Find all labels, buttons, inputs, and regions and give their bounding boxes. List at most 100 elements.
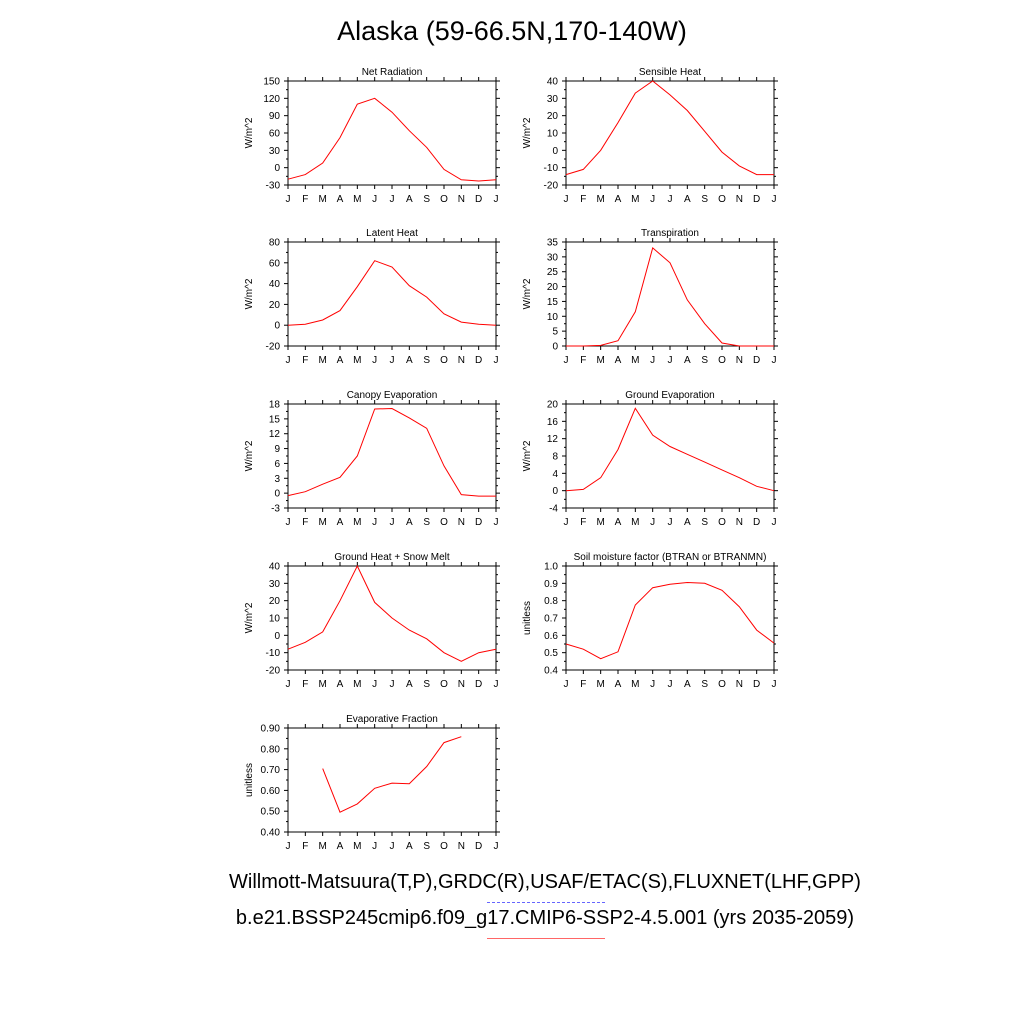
x-tick-label: A — [615, 679, 622, 690]
x-tick-label: J — [286, 194, 291, 205]
series-line — [565, 581, 775, 660]
plot-frame — [287, 80, 497, 186]
panel-title: Evaporative Fraction — [346, 714, 438, 725]
x-tick-label: M — [596, 355, 604, 366]
x-tick-label: J — [650, 679, 655, 690]
panel-title: Transpiration — [641, 228, 699, 239]
x-tick-label: M — [631, 679, 639, 690]
x-tick-label: O — [718, 194, 726, 205]
y-tick-label: 9 — [274, 444, 280, 455]
y-tick-label: 18 — [269, 400, 281, 411]
y-tick-label: 0.8 — [544, 596, 558, 607]
x-tick-label: M — [353, 517, 361, 528]
x-tick-label: M — [353, 355, 361, 366]
x-tick-label: M — [353, 679, 361, 690]
y-tick-label: 30 — [269, 579, 281, 590]
x-tick-label: A — [406, 841, 413, 852]
y-tick-label: 15 — [269, 414, 281, 425]
x-tick-label: F — [302, 517, 308, 528]
y-tick-label: 4 — [552, 469, 558, 480]
y-tick-label: 10 — [269, 614, 281, 625]
x-tick-label: A — [684, 679, 691, 690]
series-line — [565, 80, 774, 176]
x-tick-label: M — [353, 841, 361, 852]
y-tick-label: 0 — [552, 342, 558, 353]
x-tick-label: D — [475, 679, 482, 690]
y-tick-label: 0 — [274, 489, 280, 500]
x-tick-label: D — [475, 355, 482, 366]
x-tick-label: O — [718, 355, 726, 366]
y-tick-label: 0.90 — [261, 724, 281, 735]
y-tick-label: 90 — [269, 111, 281, 122]
x-tick-label: O — [440, 355, 448, 366]
y-tick-label: 20 — [269, 300, 281, 311]
y-tick-label: 0.7 — [544, 614, 558, 625]
x-tick-label: A — [615, 517, 622, 528]
series-line — [287, 407, 496, 497]
y-tick-label: 0.9 — [544, 579, 558, 590]
panel-title: Latent Heat — [366, 228, 418, 239]
plot-frame — [287, 241, 497, 347]
x-tick-label: M — [631, 355, 639, 366]
y-tick-label: 10 — [547, 129, 559, 140]
x-tick-label: J — [668, 679, 673, 690]
y-tick-label: 6 — [274, 459, 280, 470]
x-tick-label: D — [753, 194, 760, 205]
x-tick-label: J — [494, 679, 499, 690]
x-tick-label: A — [337, 841, 344, 852]
y-tick-label: 0.50 — [261, 807, 281, 818]
x-tick-label: J — [564, 679, 569, 690]
y-tick-label: -20 — [266, 342, 281, 353]
series-line — [287, 564, 497, 662]
y-tick-label: 0 — [552, 486, 558, 497]
x-tick-label: N — [458, 517, 465, 528]
x-tick-label: A — [406, 194, 413, 205]
x-tick-label: F — [580, 679, 586, 690]
chart-panel-8: Soil moisture factor (BTRAN or BTRANMN) 0… — [522, 552, 778, 690]
x-tick-label: J — [668, 517, 673, 528]
x-tick-label: S — [701, 517, 708, 528]
panel-title: Net Radiation — [362, 67, 423, 78]
chart-panel-9: Evaporative Fraction 0.40 0.50 0.60 0.70 0.80… — [244, 714, 500, 852]
x-tick-label: J — [372, 841, 377, 852]
x-tick-label: N — [736, 679, 743, 690]
y-tick-label: 0.40 — [261, 828, 281, 839]
x-tick-label: J — [772, 355, 777, 366]
y-tick-label: 5 — [552, 327, 558, 338]
x-tick-label: A — [615, 194, 622, 205]
x-tick-label: J — [390, 355, 395, 366]
x-tick-label: A — [684, 517, 691, 528]
x-tick-label: F — [580, 517, 586, 528]
x-tick-label: J — [564, 355, 569, 366]
x-tick-label: J — [494, 355, 499, 366]
y-tick-label: 60 — [269, 129, 281, 140]
x-tick-label: J — [772, 517, 777, 528]
series-line — [566, 247, 774, 347]
y-axis-label: W/m^2 — [244, 440, 255, 471]
y-tick-label: 20 — [547, 111, 559, 122]
y-tick-label: 0 — [274, 631, 280, 642]
x-tick-label: S — [701, 679, 708, 690]
x-tick-label: J — [564, 517, 569, 528]
x-tick-label: F — [580, 194, 586, 205]
x-tick-label: F — [302, 841, 308, 852]
x-tick-label: A — [337, 355, 344, 366]
y-tick-label: 150 — [263, 77, 280, 88]
y-tick-label: 25 — [547, 267, 559, 278]
x-tick-label: J — [650, 355, 655, 366]
y-axis-label: unitless — [522, 601, 533, 635]
x-tick-label: F — [302, 679, 308, 690]
x-tick-label: J — [668, 194, 673, 205]
y-axis-label: W/m^2 — [244, 278, 255, 309]
y-tick-label: 30 — [269, 146, 281, 157]
x-tick-label: O — [440, 679, 448, 690]
y-tick-label: 20 — [547, 400, 559, 411]
case-legend-line — [487, 938, 605, 939]
y-tick-label: -20 — [544, 181, 559, 192]
